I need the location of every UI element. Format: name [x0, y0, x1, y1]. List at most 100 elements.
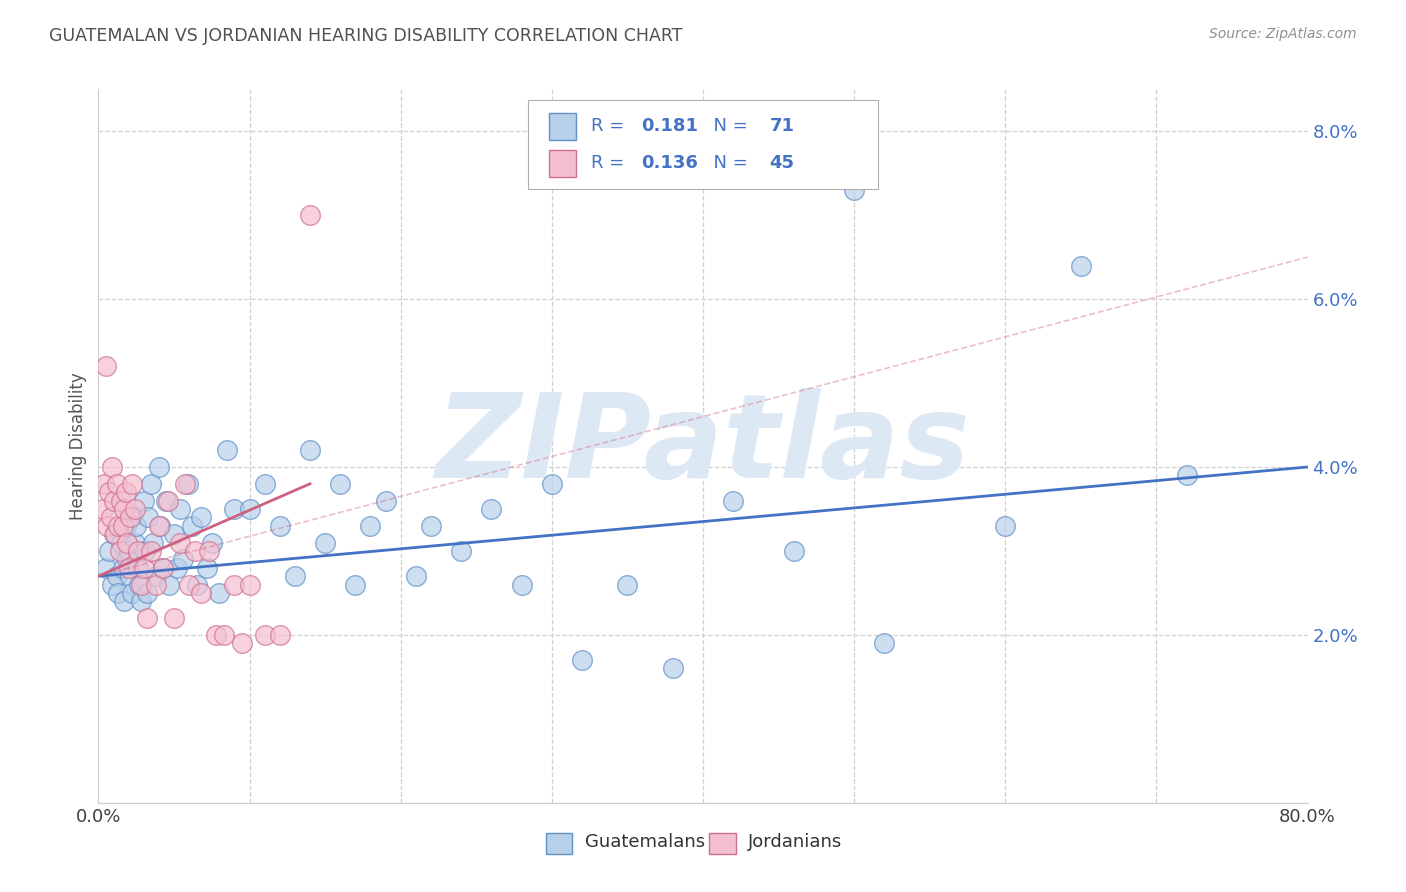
Point	[110, 493, 132, 508]
Point	[111, 560, 134, 574]
Point	[186, 577, 208, 591]
Point	[190, 510, 212, 524]
Point	[105, 476, 128, 491]
Point	[103, 527, 125, 541]
Point	[510, 577, 533, 591]
Point	[107, 518, 129, 533]
Point	[215, 443, 238, 458]
Point	[98, 544, 121, 558]
Point	[112, 502, 135, 516]
Point	[112, 594, 135, 608]
Point	[405, 569, 427, 583]
Point	[181, 518, 204, 533]
Point	[110, 535, 132, 549]
Point	[1175, 468, 1198, 483]
Point	[141, 476, 163, 491]
Point	[156, 493, 179, 508]
Point	[269, 628, 291, 642]
Point	[136, 510, 159, 524]
Point	[239, 577, 262, 591]
Point	[101, 577, 124, 591]
Bar	[550, 150, 576, 177]
Point	[197, 544, 219, 558]
Point	[128, 577, 150, 591]
Point	[176, 476, 198, 491]
Text: 71: 71	[769, 118, 794, 136]
Point	[114, 485, 136, 500]
Point	[125, 518, 148, 533]
Point	[360, 518, 382, 533]
Point	[107, 586, 129, 600]
Point	[253, 476, 276, 491]
Point	[115, 535, 138, 549]
Point	[269, 518, 291, 533]
Point	[314, 535, 336, 549]
Text: Source: ZipAtlas.com: Source: ZipAtlas.com	[1209, 27, 1357, 41]
Point	[148, 518, 170, 533]
Point	[195, 560, 218, 574]
Point	[329, 476, 352, 491]
Text: Guatemalans: Guatemalans	[585, 833, 704, 851]
Text: N =: N =	[702, 154, 754, 172]
Text: 45: 45	[769, 154, 794, 172]
Point	[132, 493, 155, 508]
Point	[994, 518, 1017, 533]
Point	[163, 611, 186, 625]
Point	[108, 544, 131, 558]
Text: Jordanians: Jordanians	[748, 833, 842, 851]
Point	[224, 502, 246, 516]
Point	[118, 560, 141, 574]
Point	[127, 544, 149, 558]
Point	[190, 586, 212, 600]
Point	[124, 502, 146, 516]
Point	[571, 653, 593, 667]
Point	[93, 476, 115, 491]
Point	[141, 544, 163, 558]
Point	[120, 510, 142, 524]
Point	[103, 493, 125, 508]
Text: N =: N =	[702, 118, 754, 136]
Point	[104, 527, 127, 541]
Point	[121, 510, 143, 524]
Point	[134, 544, 156, 558]
Point	[132, 560, 155, 574]
Point	[783, 544, 806, 558]
Point	[184, 544, 207, 558]
Text: GUATEMALAN VS JORDANIAN HEARING DISABILITY CORRELATION CHART: GUATEMALAN VS JORDANIAN HEARING DISABILI…	[49, 27, 683, 45]
Y-axis label: Hearing Disability: Hearing Disability	[69, 372, 87, 520]
Bar	[550, 113, 576, 140]
Point	[152, 560, 174, 574]
Point	[420, 518, 443, 533]
Point	[450, 544, 472, 558]
Bar	[709, 833, 735, 855]
Point	[253, 628, 276, 642]
Point	[723, 493, 745, 508]
Text: ZIPatlas: ZIPatlas	[436, 389, 970, 503]
Point	[481, 502, 503, 516]
Point	[148, 460, 170, 475]
Point	[142, 535, 165, 549]
Point	[844, 183, 866, 197]
Point	[96, 518, 118, 533]
Text: 0.181: 0.181	[641, 118, 699, 136]
Point	[172, 552, 194, 566]
Point	[149, 518, 172, 533]
Point	[212, 628, 235, 642]
Point	[224, 577, 246, 591]
Point	[159, 577, 181, 591]
Point	[179, 577, 201, 591]
Point	[121, 476, 143, 491]
Point	[135, 586, 157, 600]
Point	[98, 485, 121, 500]
Point	[155, 493, 177, 508]
Point	[111, 518, 134, 533]
Bar	[546, 833, 572, 855]
Point	[299, 208, 322, 222]
Point	[152, 560, 174, 574]
Point	[121, 586, 143, 600]
Point	[101, 460, 124, 475]
Point	[208, 586, 231, 600]
Point	[169, 535, 191, 549]
Point	[145, 569, 167, 583]
Point	[166, 560, 188, 574]
